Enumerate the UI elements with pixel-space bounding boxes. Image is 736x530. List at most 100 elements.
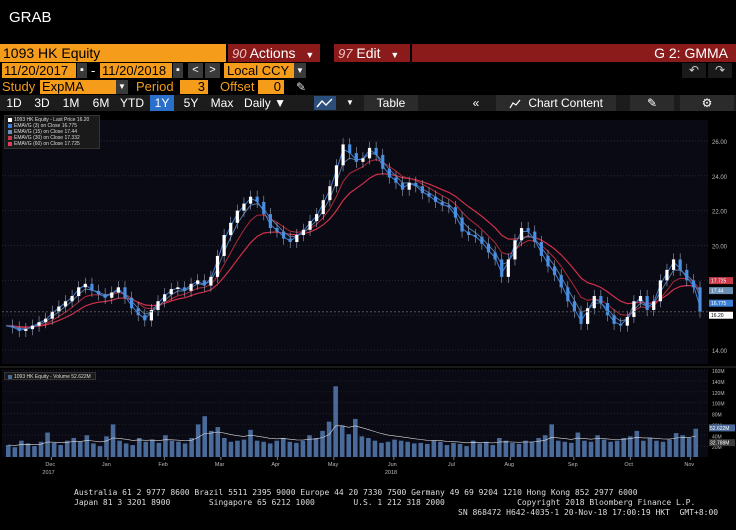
value-tag [709, 299, 733, 307]
price-bar [467, 231, 471, 236]
actions-menu[interactable]: 90 Actions ▼ [228, 44, 320, 62]
price-bar [229, 222, 233, 236]
chart-content-button[interactable]: Chart Content [496, 95, 616, 111]
price-bar [691, 280, 695, 288]
price-bar [354, 153, 358, 162]
price-bar [440, 201, 444, 206]
price-bar [255, 196, 259, 202]
price-bar [182, 287, 187, 291]
frequency-select[interactable]: Daily ▼ [240, 95, 290, 111]
prev-period-icon[interactable]: < [188, 63, 203, 78]
volume-bar [333, 386, 338, 457]
ticker-field[interactable]: 1093 HK Equity [0, 44, 226, 62]
volume-bar [451, 442, 456, 457]
period-1d[interactable]: 1D [6, 96, 22, 110]
period-1y[interactable]: 1Y [150, 95, 174, 111]
edit-annotation-icon[interactable]: ✎ [630, 95, 674, 111]
currency-select[interactable]: Local CCY ▼ [224, 63, 306, 78]
volume-bar [647, 437, 653, 457]
price-bar [176, 287, 180, 290]
chart-toolbar: 1D 3D 1M 6M YTD 1Y 5Y Max Daily ▼ ▼ Tabl… [0, 95, 736, 111]
volume-value-tag [709, 424, 735, 432]
volume-bar [627, 436, 633, 457]
price-bar [17, 327, 21, 331]
edit-menu[interactable]: 97 Edit ▼ [334, 44, 410, 62]
study-select[interactable]: ExpMA [40, 80, 116, 94]
price-bar [321, 200, 325, 215]
price-bar [334, 165, 339, 187]
price-bar [559, 275, 563, 288]
chart-area[interactable]: 14.0016.0018.0020.0022.0024.0026.0020M40… [0, 112, 736, 485]
price-bar [519, 228, 524, 241]
chart-type-dropdown-icon[interactable]: ▼ [346, 98, 354, 107]
volume-bar [569, 442, 574, 457]
volume-bar [660, 441, 666, 457]
volume-bar [300, 440, 306, 457]
x-tick-label: Dec [45, 462, 55, 468]
offset-field[interactable]: 0 [258, 80, 284, 94]
volume-bar [411, 443, 417, 457]
next-period-icon[interactable]: > [205, 63, 220, 78]
collapse-left-icon[interactable]: « [472, 96, 480, 110]
price-bar [103, 294, 107, 298]
price-bar [11, 325, 15, 328]
volume-bar [110, 424, 116, 457]
gear-icon[interactable]: ⚙ [680, 95, 734, 111]
period-field[interactable]: 3 [180, 80, 208, 94]
price-bar [625, 316, 629, 326]
price-bar [671, 259, 676, 270]
end-date-picker-icon[interactable]: ▪ [173, 63, 183, 78]
period-ytd[interactable]: YTD [120, 96, 144, 110]
x-tick-label: Feb [158, 462, 167, 468]
volume-bar [510, 442, 515, 457]
volume-bar [588, 441, 594, 457]
volume-bar [346, 434, 352, 457]
volume-bar [398, 440, 404, 457]
x-tick-label: Apr [271, 462, 280, 468]
volume-bar [117, 440, 122, 457]
volume-bar [71, 437, 77, 457]
price-bar [262, 201, 266, 215]
price-bar [420, 186, 424, 194]
price-bar [698, 287, 702, 312]
pencil-icon[interactable]: ✎ [296, 80, 307, 94]
table-button[interactable]: Table [364, 95, 418, 111]
price-bar [566, 287, 570, 302]
period-max[interactable]: Max [210, 96, 234, 110]
x-tick-label: Oct [624, 462, 633, 468]
x-tick-label: Nov [684, 462, 694, 468]
volume-bar [431, 440, 437, 457]
frequency-label: Daily [244, 96, 271, 110]
end-date-field[interactable]: 11/20/2018 [100, 63, 172, 78]
value-tag-label: 16.775 [711, 301, 727, 307]
start-date-field[interactable]: 11/20/2017 [2, 63, 76, 78]
price-bar [361, 158, 365, 162]
x-tick-label: Jul [448, 462, 455, 468]
legend-label: EMAVG (30) on Close 17.332 [14, 135, 80, 141]
line-chart-icon[interactable] [314, 96, 336, 110]
price-bar [658, 280, 662, 302]
start-date-picker-icon[interactable]: ▪ [77, 63, 87, 78]
volume-bar [19, 440, 24, 457]
redo-icon[interactable]: ↷ [708, 63, 732, 78]
volume-bar [156, 442, 162, 457]
period-6m[interactable]: 6M [92, 96, 110, 110]
legend-label: 1093 HK Equity - Volume 52.622M [14, 374, 91, 380]
price-bar [169, 289, 173, 295]
chevron-down-icon: ▼ [294, 63, 306, 78]
volume-bar [654, 440, 659, 457]
ema60-line [5, 173, 701, 328]
price-bar [202, 280, 206, 286]
period-1m[interactable]: 1M [62, 96, 80, 110]
chevron-down-icon[interactable]: ▼ [116, 80, 128, 94]
legend-swatch [8, 141, 12, 146]
volume-bar [667, 439, 672, 457]
x-year-label: 2017 [42, 470, 54, 476]
undo-icon[interactable]: ↶ [682, 63, 706, 78]
volume-bar [339, 425, 345, 457]
period-3d[interactable]: 3D [34, 96, 50, 110]
period-5y[interactable]: 5Y [183, 96, 199, 110]
price-bar [407, 182, 411, 190]
volume-bar [641, 440, 646, 457]
volume-bar [123, 443, 129, 457]
